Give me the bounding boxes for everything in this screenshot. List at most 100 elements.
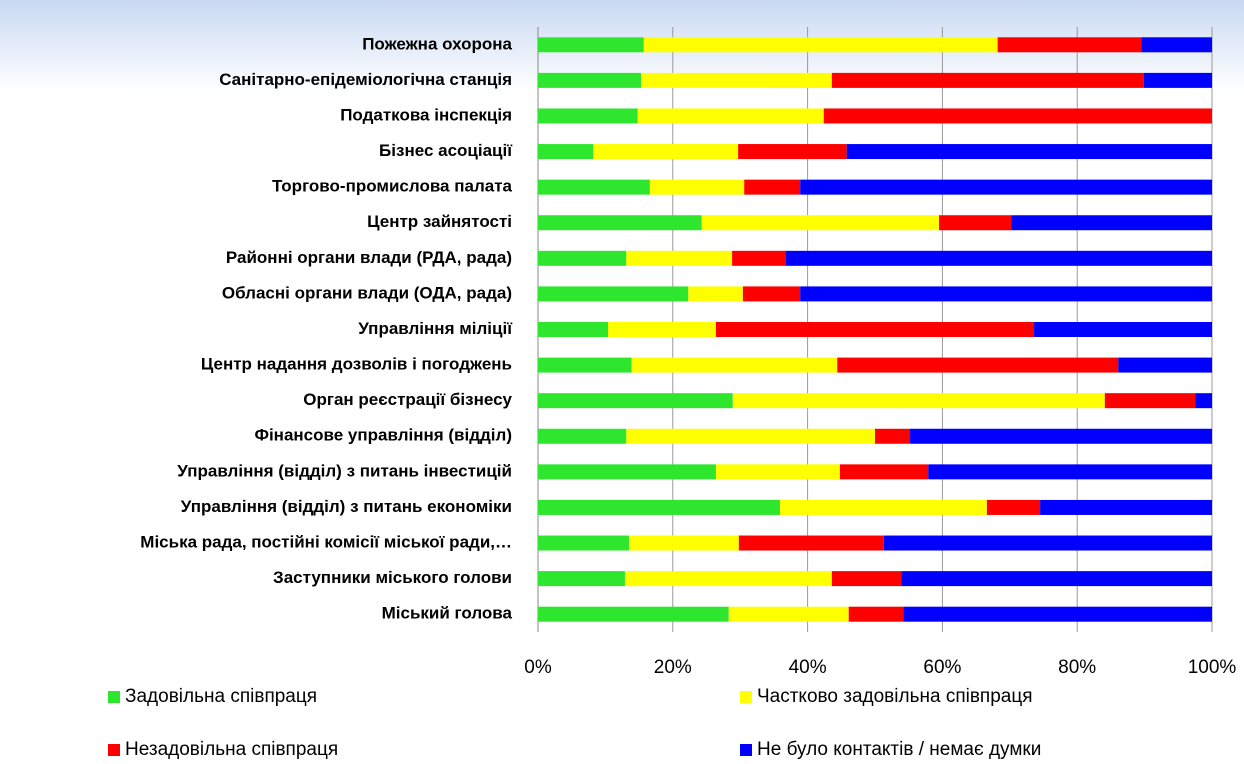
bar-segment: [538, 606, 729, 622]
bar-segment: [641, 72, 832, 88]
bar-segment: [593, 144, 739, 160]
category-label: Пожежна охорона: [362, 34, 512, 53]
bar-segment: [831, 571, 902, 587]
bar-segment: [538, 144, 594, 160]
bar-segment: [732, 393, 1105, 409]
bar-segment: [626, 428, 875, 444]
bar-segment: [903, 606, 1212, 622]
bar-segment: [1118, 357, 1212, 373]
bar-segment: [742, 286, 801, 302]
category-label: Управління (відділ) з питань інвестицій: [177, 461, 512, 480]
legend-swatch: [740, 744, 752, 756]
bar-segment: [910, 428, 1212, 444]
legend-label: Частково задовільна співпраця: [757, 686, 1033, 707]
bar-segment: [1104, 393, 1196, 409]
bar-segment: [1040, 499, 1212, 515]
bar-segment: [538, 571, 625, 587]
bar-segment: [779, 499, 987, 515]
bar-segment: [997, 37, 1142, 53]
category-label: Управління (відділ) з питань економіки: [181, 497, 512, 516]
legend-label: Не було контактів / немає думки: [757, 739, 1041, 760]
category-label: Орган реєстрації бізнесу: [303, 390, 512, 409]
x-tick-label: 60%: [923, 657, 961, 678]
x-tick-label: 20%: [654, 657, 692, 678]
x-tick-label: 0%: [524, 657, 552, 678]
category-label: Районні органи влади (РДА, рада): [226, 248, 512, 267]
bar-segment: [649, 179, 745, 195]
bar-segment: [839, 464, 929, 480]
category-label: Міська рада, постійні комісії міської ра…: [140, 533, 512, 552]
bar-segment: [538, 250, 627, 266]
bar-segment: [875, 428, 911, 444]
bar-segment: [637, 108, 824, 124]
bar-segment: [538, 37, 644, 53]
legend-swatch: [740, 691, 752, 703]
bar-segment: [538, 215, 702, 231]
bar-segment: [628, 535, 739, 551]
bar-segment: [538, 393, 733, 409]
bar-segment: [939, 215, 1012, 231]
category-label: Міський голова: [382, 604, 513, 623]
bar-segment: [701, 215, 940, 231]
bar-segment: [986, 499, 1041, 515]
bar-segment: [738, 144, 847, 160]
bar-segment: [744, 179, 801, 195]
legend-label: Незадовільна співпраця: [125, 739, 338, 760]
category-label: Фінансове управління (відділ): [254, 426, 512, 445]
bar-segment: [837, 357, 1119, 373]
category-label: Податкова інспекція: [340, 105, 512, 124]
bar-segment: [786, 250, 1212, 266]
bar-segment: [800, 179, 1212, 195]
x-tick-label: 100%: [1188, 657, 1237, 678]
bar-segment: [728, 606, 849, 622]
bar-segment: [688, 286, 743, 302]
bar-segment: [732, 250, 787, 266]
bar-segment: [1143, 72, 1212, 88]
bar-segment: [538, 535, 629, 551]
category-label: Центр надання дозволів і погоджень: [201, 355, 512, 374]
category-label: Управління міліції: [358, 319, 513, 338]
bar-segment: [538, 179, 650, 195]
category-label: Санітарно-епідеміологічна станція: [219, 70, 512, 89]
bar-segment: [1011, 215, 1212, 231]
bar-segment: [883, 535, 1212, 551]
legend-swatch: [108, 744, 120, 756]
category-label: Центр зайнятості: [367, 212, 512, 231]
category-label: Обласні органи влади (ОДА, рада): [222, 283, 512, 302]
legend-swatch: [108, 691, 120, 703]
bar-segment: [738, 535, 884, 551]
bar-segment: [715, 464, 840, 480]
bar-segment: [626, 250, 733, 266]
bar-segment: [538, 286, 689, 302]
x-tick-label: 40%: [789, 657, 827, 678]
bar-segment: [608, 322, 716, 337]
bar-segment: [1195, 393, 1212, 409]
category-label: Торгово-промислова палата: [272, 177, 513, 196]
bar-segment: [901, 571, 1212, 587]
bar-segment: [848, 606, 904, 622]
bar-segment: [538, 428, 627, 444]
bar-segment: [1034, 322, 1212, 337]
bar-segment: [831, 72, 1144, 88]
bar-segment: [538, 72, 642, 88]
bar-segment: [538, 464, 716, 480]
bar-segment: [928, 464, 1212, 480]
bar-segment: [800, 286, 1212, 302]
legend-label: Задовільна співпраця: [125, 686, 317, 707]
bar-segment: [643, 37, 998, 53]
bar-segment: [624, 571, 832, 587]
bar-segment: [538, 108, 638, 124]
bar-segment: [631, 357, 838, 373]
category-label: Бізнес асоціації: [379, 141, 513, 160]
bar-segment: [846, 144, 1212, 160]
category-label: Заступники міського голови: [273, 568, 512, 587]
bar-segment: [538, 322, 609, 337]
bar-segment: [715, 322, 1035, 337]
bar-segment: [823, 108, 1212, 124]
bar-segment: [538, 499, 780, 515]
x-tick-label: 80%: [1058, 657, 1096, 678]
bar-segment: [538, 357, 632, 373]
bar-segment: [1141, 37, 1212, 53]
